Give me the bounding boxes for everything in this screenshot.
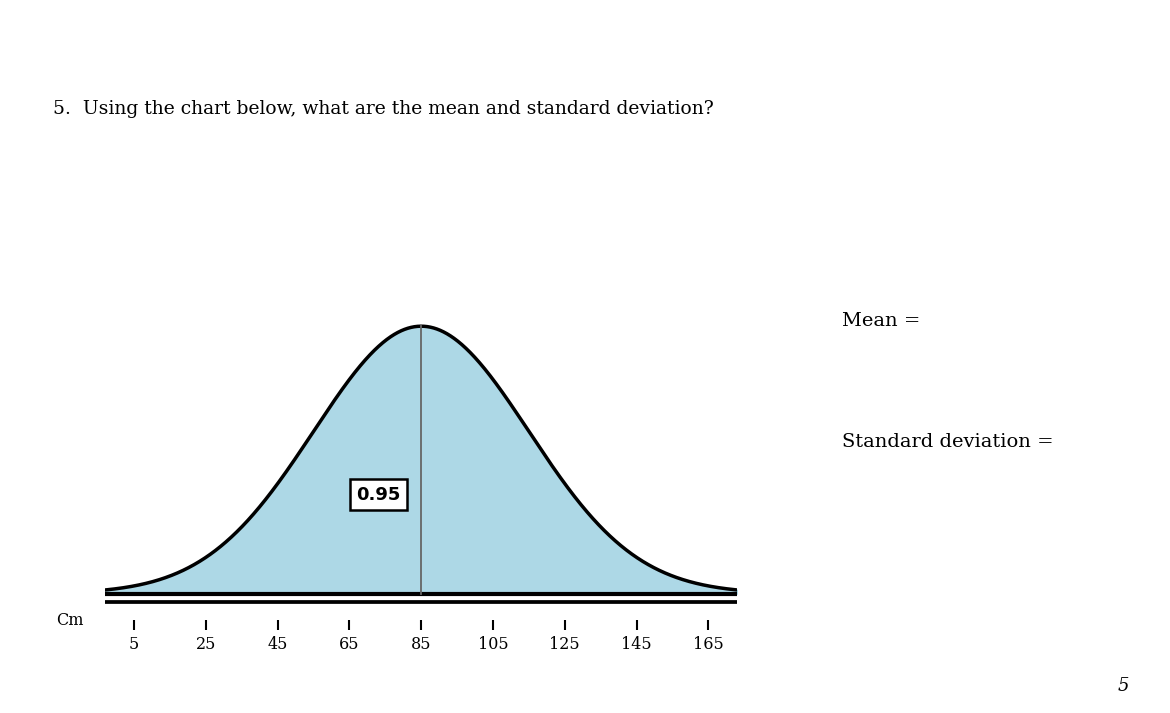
Text: Cm: Cm [56, 612, 84, 630]
Text: 5: 5 [1117, 677, 1129, 695]
Text: Mean =: Mean = [842, 312, 921, 330]
Text: 0.95: 0.95 [356, 486, 400, 503]
Text: 5.  Using the chart below, what are the mean and standard deviation?: 5. Using the chart below, what are the m… [53, 100, 714, 118]
Text: Standard deviation =: Standard deviation = [842, 433, 1054, 451]
